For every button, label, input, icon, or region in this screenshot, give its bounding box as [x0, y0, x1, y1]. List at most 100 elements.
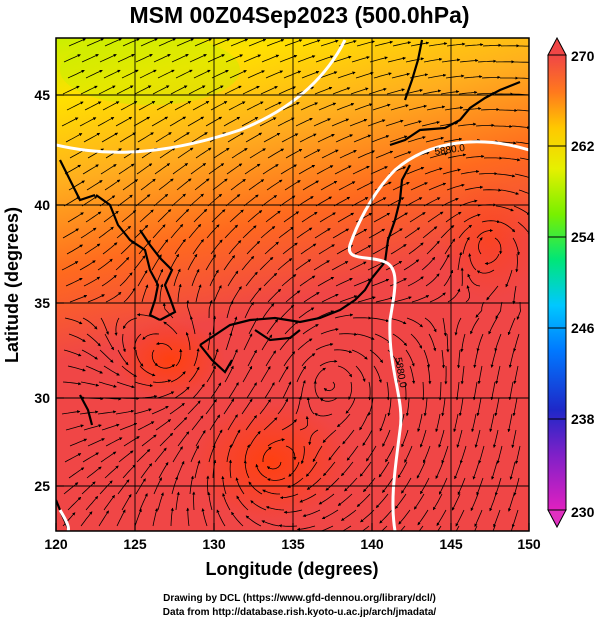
streamline-arrow [248, 481, 263, 495]
streamline-arrow [494, 477, 502, 496]
streamline-arrow [153, 193, 169, 207]
streamline-arrow [511, 429, 517, 449]
streamline-arrow [212, 38, 231, 47]
streamline-arrow [221, 475, 227, 495]
streamline-arrow [516, 109, 529, 112]
streamline-arrow [411, 295, 430, 303]
streamline-arrow [62, 85, 80, 95]
streamline-arrow [266, 38, 285, 47]
streamline-arrow [137, 132, 154, 143]
streamline-arrow [315, 55, 334, 63]
streamline-arrow [227, 132, 244, 143]
streamline-arrow [170, 371, 186, 383]
streamline-arrow [514, 173, 529, 178]
streamline-arrow [207, 331, 212, 351]
streamline-arrow [470, 317, 480, 335]
streamline-arrow [171, 54, 189, 63]
streamline-arrow [174, 101, 192, 111]
streamline-arrow [337, 71, 356, 79]
streamline-arrow [262, 164, 279, 175]
streamline-arrow [442, 168, 461, 175]
streamline-arrow [189, 54, 207, 63]
streamline-arrow [83, 132, 101, 143]
streamline-arrow [138, 101, 156, 111]
streamline-arrow [97, 410, 117, 415]
streamline-arrow [63, 196, 80, 207]
streamline-arrow [82, 452, 99, 463]
streamline-arrow [417, 413, 423, 433]
streamline-arrow [100, 317, 109, 335]
streamline-arrow [457, 349, 461, 369]
streamline-arrow [447, 288, 461, 303]
streamline-arrow [194, 178, 210, 191]
streamline-arrow [64, 317, 83, 325]
streamline-arrow [242, 225, 257, 239]
y-axis-label: Latitude (degrees) [2, 207, 22, 363]
streamline-arrow [284, 321, 299, 335]
streamline-arrow [80, 85, 98, 95]
streamline-arrow [350, 87, 369, 95]
streamline-arrow [474, 525, 478, 531]
streamline-arrow [243, 194, 259, 207]
streamline-arrow [241, 398, 253, 415]
streamline-arrow [317, 276, 335, 287]
streamline-arrow [443, 137, 463, 143]
streamline-arrow [231, 148, 248, 159]
streamline-arrow [321, 509, 339, 520]
streamline-arrow [156, 391, 175, 399]
streamline-arrow [169, 116, 187, 127]
streamline-arrow [392, 333, 407, 347]
streamline-arrow [427, 211, 444, 223]
streamline-arrow [320, 180, 338, 191]
streamline-arrow [103, 365, 120, 376]
streamline-arrow [63, 54, 81, 63]
streamline-arrow [206, 85, 224, 95]
streamline-arrow [409, 365, 416, 385]
streamline-arrow [446, 333, 450, 353]
y-tick-label: 40 [34, 197, 50, 213]
streamline-arrow [374, 333, 392, 344]
streamline-arrow [316, 310, 335, 319]
streamline-arrow [385, 445, 395, 463]
streamline-arrow [278, 366, 289, 383]
streamline-arrow [151, 405, 169, 415]
streamline-arrow [116, 381, 135, 389]
streamline-arrow [455, 509, 465, 527]
streamline-arrow [170, 507, 174, 527]
streamline-arrow [139, 209, 154, 223]
streamline-arrow [120, 101, 138, 111]
streamline-arrow [410, 182, 428, 191]
streamline-arrow [246, 382, 257, 399]
streamline-arrow [207, 54, 225, 63]
streamline-arrow [478, 172, 498, 176]
streamline-arrow [191, 268, 200, 287]
streamline-arrow [155, 341, 173, 351]
streamline-arrow [267, 438, 286, 447]
streamline-arrow [158, 461, 169, 479]
streamline-arrow [509, 461, 516, 480]
streamline-arrow [122, 464, 136, 479]
streamline-arrow [152, 224, 166, 239]
streamline-arrow [266, 319, 279, 335]
streamline-arrow [507, 493, 515, 512]
streamline-arrow [151, 116, 169, 127]
streamline-arrow [296, 365, 307, 383]
streamline-arrow [213, 147, 230, 159]
streamline-arrow [385, 119, 404, 127]
streamline-arrow [104, 38, 122, 47]
streamline-arrow [153, 54, 171, 63]
streamline-arrow [263, 417, 278, 431]
streamline-arrow [117, 194, 133, 207]
streamline-arrow [344, 477, 358, 492]
streamline-arrow [173, 417, 188, 431]
streamline-arrow [367, 397, 374, 416]
streamline-arrow [386, 88, 405, 95]
y-tick-label: 35 [34, 295, 50, 311]
streamline-arrow [457, 122, 477, 127]
streamline-arrow [64, 453, 82, 463]
streamline-arrow [459, 58, 479, 63]
streamline-arrow [282, 102, 300, 111]
streamline-arrow [406, 166, 425, 175]
streamline-arrow [242, 85, 260, 95]
streamline-arrow [407, 276, 424, 287]
